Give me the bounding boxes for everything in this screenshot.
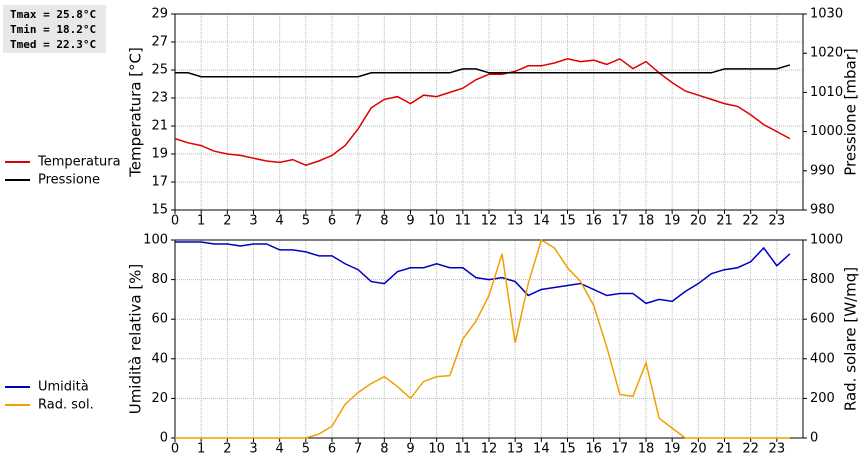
x-tick-label: 14 (533, 214, 550, 229)
plot-frame (174, 239, 804, 439)
y-tick-label: 17 (151, 175, 168, 190)
x-tick-label: 10 (428, 214, 445, 229)
x-tick-label: 3 (249, 214, 257, 229)
x-tick-label: 20 (690, 442, 707, 457)
y2-tick-label: 1010 (810, 85, 843, 100)
y-tick-label: 25 (151, 63, 168, 78)
x-tick-label: 23 (769, 442, 786, 457)
x-tick-label: 21 (716, 442, 733, 457)
x-tick-label: 10 (428, 442, 445, 457)
x-tick-label: 17 (612, 214, 629, 229)
legend-label: Umidità (38, 380, 89, 395)
info-text: Tmin = 18.2°C (10, 23, 96, 36)
plot-frame (174, 13, 804, 211)
y-tick-label: 19 (151, 147, 168, 162)
x-tick-label: 11 (455, 442, 472, 457)
x-tick-label: 7 (354, 442, 362, 457)
x-tick-label: 13 (507, 214, 524, 229)
y-tick-label: 15 (151, 203, 168, 218)
y2-tick-label: 980 (810, 203, 835, 218)
x-tick-label: 1 (197, 214, 205, 229)
y2-tick-label: 1020 (810, 46, 843, 61)
x-tick-label: 12 (481, 214, 498, 229)
series-line (175, 64, 791, 78)
x-tick-label: 4 (276, 214, 284, 229)
legend-label: Pressione (38, 173, 100, 188)
y-tick-label: 23 (151, 91, 168, 106)
info-box (3, 5, 106, 53)
x-tick-label: 5 (302, 214, 310, 229)
x-tick-label: 8 (380, 214, 388, 229)
x-tick-label: 2 (223, 214, 231, 229)
y-tick-label: 60 (151, 312, 168, 327)
y2-tick-label: 400 (810, 351, 835, 366)
x-tick-label: 0 (171, 442, 179, 457)
y2-tick-label: 800 (810, 272, 835, 287)
x-tick-label: 12 (481, 442, 498, 457)
y2-tick-label: 1030 (810, 7, 843, 22)
series-line (175, 241, 791, 305)
x-tick-label: 18 (638, 442, 655, 457)
y2-tick-label: 200 (810, 391, 835, 406)
x-tick-label: 15 (559, 442, 576, 457)
x-tick-label: 9 (406, 214, 414, 229)
x-tick-label: 19 (664, 442, 681, 457)
y-axis-label: Temperatura [°C] (127, 47, 145, 178)
x-tick-label: 6 (328, 214, 336, 229)
x-tick-label: 8 (380, 442, 388, 457)
legend-label: Temperatura (37, 155, 121, 170)
y2-tick-label: 1000 (810, 124, 843, 139)
y2-tick-label: 600 (810, 312, 835, 327)
x-tick-label: 21 (716, 214, 733, 229)
x-tick-label: 19 (664, 214, 681, 229)
y-tick-label: 100 (143, 233, 168, 248)
x-tick-label: 16 (585, 214, 602, 229)
x-tick-label: 7 (354, 214, 362, 229)
y-axis-label: Umidità relativa [%] (127, 264, 145, 415)
x-tick-label: 5 (302, 442, 310, 457)
x-tick-label: 17 (612, 442, 629, 457)
y-tick-label: 80 (151, 272, 168, 287)
series-line (175, 238, 790, 439)
x-tick-label: 9 (406, 442, 414, 457)
x-tick-label: 6 (328, 442, 336, 457)
x-tick-label: 2 (223, 442, 231, 457)
x-tick-label: 15 (559, 214, 576, 229)
x-tick-label: 20 (690, 214, 707, 229)
y-tick-label: 0 (160, 431, 168, 446)
y-tick-label: 20 (151, 391, 168, 406)
y2-axis-label: Rad. solare [W/mq] (842, 267, 860, 411)
legend-label: Rad. sol. (38, 398, 94, 413)
x-tick-label: 22 (742, 442, 759, 457)
y2-axis-label: Pressione [mbar] (842, 48, 860, 176)
x-tick-label: 16 (585, 442, 602, 457)
y-tick-label: 40 (151, 351, 168, 366)
y2-tick-label: 0 (810, 431, 818, 446)
y-tick-label: 27 (151, 35, 168, 50)
y2-tick-label: 990 (810, 163, 835, 178)
x-tick-label: 11 (455, 214, 472, 229)
series-line (174, 57, 791, 166)
y2-tick-label: 1000 (810, 233, 843, 248)
x-tick-label: 3 (249, 442, 257, 457)
y-tick-label: 21 (151, 119, 168, 134)
x-tick-label: 14 (533, 442, 550, 457)
x-tick-label: 22 (742, 214, 759, 229)
x-tick-label: 4 (276, 442, 284, 457)
info-text: Tmax = 25.8°C (10, 8, 96, 21)
x-tick-label: 1 (197, 442, 205, 457)
y-tick-label: 29 (151, 7, 168, 22)
x-tick-label: 13 (507, 442, 524, 457)
info-text: Tmed = 22.3°C (10, 38, 96, 51)
x-tick-label: 23 (769, 214, 786, 229)
x-tick-label: 0 (171, 214, 179, 229)
x-tick-label: 18 (638, 214, 655, 229)
